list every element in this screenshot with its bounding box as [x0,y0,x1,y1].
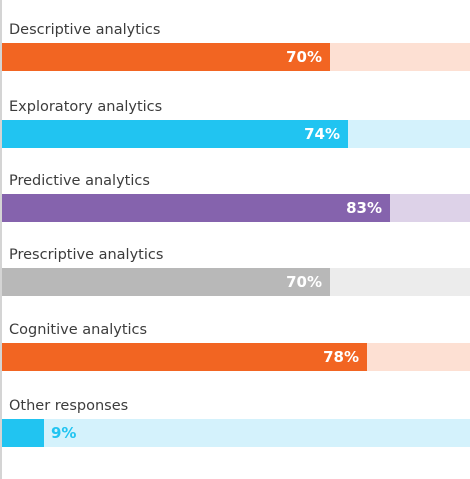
bar-track: 70% [2,43,470,71]
category-label: Descriptive analytics [9,22,161,38]
value-label: 78% [323,348,359,366]
bar [2,120,348,148]
bar-track: 78% [2,343,470,371]
category-label: Cognitive analytics [9,322,148,338]
category-label: Prescriptive analytics [9,247,164,263]
bar-track: 9% [2,419,470,447]
category-label: Other responses [9,398,129,414]
bar [2,268,330,296]
category-label: Predictive analytics [9,173,150,189]
bar [2,43,330,71]
bar [2,419,44,447]
bar-track: 74% [2,120,470,148]
chart-left-rule [0,0,2,479]
value-label: 9% [51,424,77,442]
category-label: Exploratory analytics [9,99,163,115]
value-label: 70% [286,48,322,66]
value-label: 74% [304,125,340,143]
value-label: 70% [286,273,322,291]
bar [2,194,390,222]
bar-track: 83% [2,194,470,222]
bar-track: 70% [2,268,470,296]
bar [2,343,367,371]
value-label: 83% [346,199,382,217]
